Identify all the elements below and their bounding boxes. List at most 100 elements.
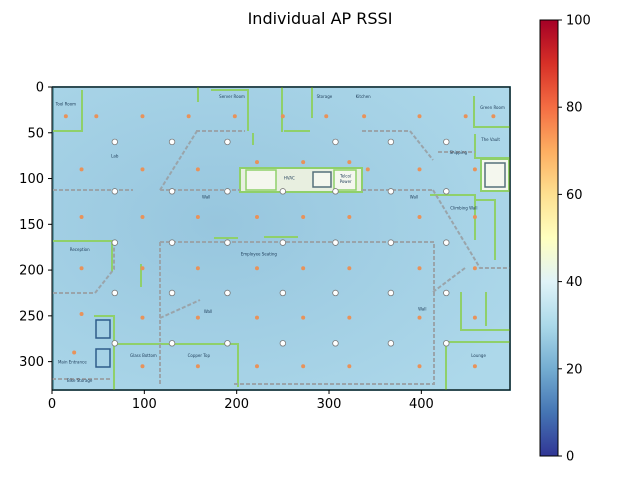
- room-label: Wall: [204, 309, 212, 314]
- ap-marker: [387, 340, 395, 347]
- grid-point: [232, 114, 237, 119]
- grid-point: [72, 350, 77, 355]
- x-tick-label: 0: [48, 397, 56, 412]
- grid-point: [472, 364, 477, 369]
- grid-point: [140, 214, 145, 219]
- grid-point: [254, 160, 259, 165]
- green-room-wall: [473, 96, 510, 128]
- ap-marker: [332, 289, 339, 297]
- seating-partitions: [140, 133, 298, 287]
- telco-room: [312, 171, 332, 188]
- grid-point: [362, 114, 367, 119]
- grid-point: [347, 266, 352, 271]
- grid-point: [301, 266, 306, 271]
- ap-marker: [168, 138, 176, 146]
- grid-point: [195, 364, 200, 369]
- ap-marker: [332, 138, 339, 146]
- ap-marker: [224, 340, 231, 347]
- room-labels: Tool Room Server Room Storage Kitchen Green …: [55, 94, 505, 383]
- room-label: Bike Storage: [67, 378, 93, 383]
- room-label: Shipping: [450, 150, 468, 155]
- grid-point: [63, 114, 68, 119]
- grid-point: [347, 160, 352, 165]
- room-label: Main Entrance: [58, 359, 87, 364]
- room-label: Reception: [70, 247, 90, 252]
- ap-markers: [111, 138, 450, 347]
- grid-point: [79, 266, 84, 271]
- grid-point: [491, 114, 496, 119]
- ap-marker: [111, 239, 118, 246]
- glass-bottom-box-1: [95, 319, 111, 339]
- dashed-walls: [52, 130, 510, 386]
- grid-point: [472, 315, 477, 320]
- room-label: Telco/: [339, 174, 352, 179]
- grid-point: [195, 167, 200, 172]
- grid-point: [417, 364, 422, 369]
- colorbar-tick-label: 60: [566, 188, 583, 203]
- ap-marker: [332, 188, 339, 195]
- grid-point: [186, 114, 191, 119]
- grid-point: [301, 315, 306, 320]
- ap-marker: [224, 138, 231, 146]
- colorbar-tick-label: 80: [566, 101, 583, 116]
- ap-marker: [279, 289, 287, 297]
- grid-point: [140, 315, 145, 320]
- colorbar-tick-label: 0: [566, 450, 574, 465]
- grid-point: [94, 114, 99, 119]
- grid-point: [417, 315, 422, 320]
- y-tick-label: 300: [19, 355, 44, 370]
- grid-point: [472, 266, 477, 271]
- room-label: Tool Room: [55, 101, 77, 106]
- room-label: Wall: [418, 306, 426, 311]
- grid-point: [324, 114, 329, 119]
- x-tick-label: 200: [224, 397, 249, 412]
- ap-marker: [443, 188, 450, 195]
- ap-marker: [168, 239, 176, 246]
- ap-marker: [111, 340, 118, 347]
- room-label: Power: [340, 179, 352, 184]
- grid-point: [195, 315, 200, 320]
- grid-point: [472, 214, 477, 219]
- room-label: Wall: [202, 195, 210, 200]
- ap-marker: [279, 239, 287, 246]
- grid-point: [280, 114, 285, 119]
- grid-point: [347, 315, 352, 320]
- colorbar-tick-label: 40: [566, 275, 583, 290]
- y-tick-label: 200: [19, 264, 44, 279]
- ap-marker: [168, 340, 176, 347]
- ap-marker: [279, 340, 287, 347]
- room-label: Kitchen: [356, 94, 371, 99]
- colorbar: 0 20 40 60 80 100: [539, 14, 591, 465]
- ap-marker: [443, 138, 450, 146]
- y-tick-label: 0: [36, 81, 44, 96]
- plot-area: Tool Room Server Room Storage Kitchen Green …: [19, 81, 511, 412]
- ap-marker: [332, 340, 339, 347]
- grid-point: [417, 214, 422, 219]
- ap-marker: [443, 289, 450, 297]
- room-label: The Vault: [480, 137, 500, 142]
- server-room-wall: [197, 87, 249, 131]
- glass-bottom-wall: [94, 315, 239, 390]
- ap-marker: [279, 188, 287, 195]
- colorbar-tick-label: 100: [566, 14, 591, 29]
- room-label: Copper Top: [188, 353, 211, 358]
- floorplan-walls: [52, 86, 511, 391]
- ap-marker: [443, 239, 450, 246]
- room-label: Storage: [317, 94, 333, 99]
- room-label: Lounge: [471, 353, 486, 358]
- ap-marker: [387, 138, 395, 146]
- grid-point: [140, 167, 145, 172]
- grid-point: [79, 214, 84, 219]
- grid-point: [254, 266, 259, 271]
- x-tick-label: 400: [409, 397, 434, 412]
- ap-marker: [387, 239, 395, 246]
- grid-point: [254, 315, 259, 320]
- grid-point: [463, 114, 468, 119]
- room-label: Server Room: [219, 94, 245, 99]
- reception-wall: [53, 240, 113, 272]
- tool-room-wall: [53, 90, 83, 132]
- x-tick-label: 100: [132, 397, 157, 412]
- colorbar-tick-label: 20: [566, 362, 583, 377]
- glass-bottom-box-2: [95, 348, 111, 368]
- room-label: Wall: [410, 195, 418, 200]
